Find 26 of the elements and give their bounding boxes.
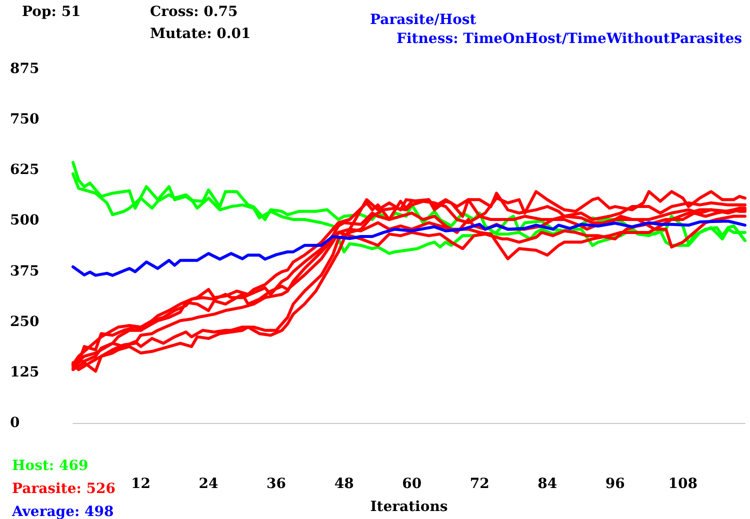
x-tick-label: 72	[470, 476, 490, 492]
y-tick-label: 750	[10, 112, 40, 128]
x-tick-label: 24	[198, 476, 219, 492]
x-tick-label: 60	[402, 476, 422, 492]
y-tick-label: 125	[10, 364, 40, 380]
text: Mutate: 0.01	[150, 26, 251, 42]
y-tick-label: 625	[10, 162, 40, 178]
y-tick-label: 375	[10, 263, 40, 280]
text: Host: 469	[12, 458, 88, 474]
x-tick-label: 36	[266, 476, 286, 492]
x-tick-label: 84	[538, 476, 558, 492]
chart-title: Parasite/Host	[370, 12, 477, 28]
y-tick-label: 875	[10, 61, 40, 77]
y-tick-label: 500	[10, 212, 40, 229]
x-tick-label: 12	[131, 476, 151, 492]
y-tick-label: 0	[10, 415, 20, 431]
x-tick-label: 96	[605, 476, 625, 492]
x-tick-label: 108	[668, 476, 698, 492]
y-tick-label: 250	[10, 314, 40, 330]
text: Pop: 51	[22, 4, 81, 20]
text: Parasite: 526	[12, 481, 116, 497]
x-axis-title: Iterations	[370, 499, 448, 515]
text: Average: 498	[11, 504, 114, 519]
x-tick-label: 48	[334, 476, 354, 492]
chart-subtitle: Fitness: TimeOnHost/TimeWithoutParasites	[396, 31, 742, 47]
text: Cross: 0.75	[150, 4, 238, 20]
